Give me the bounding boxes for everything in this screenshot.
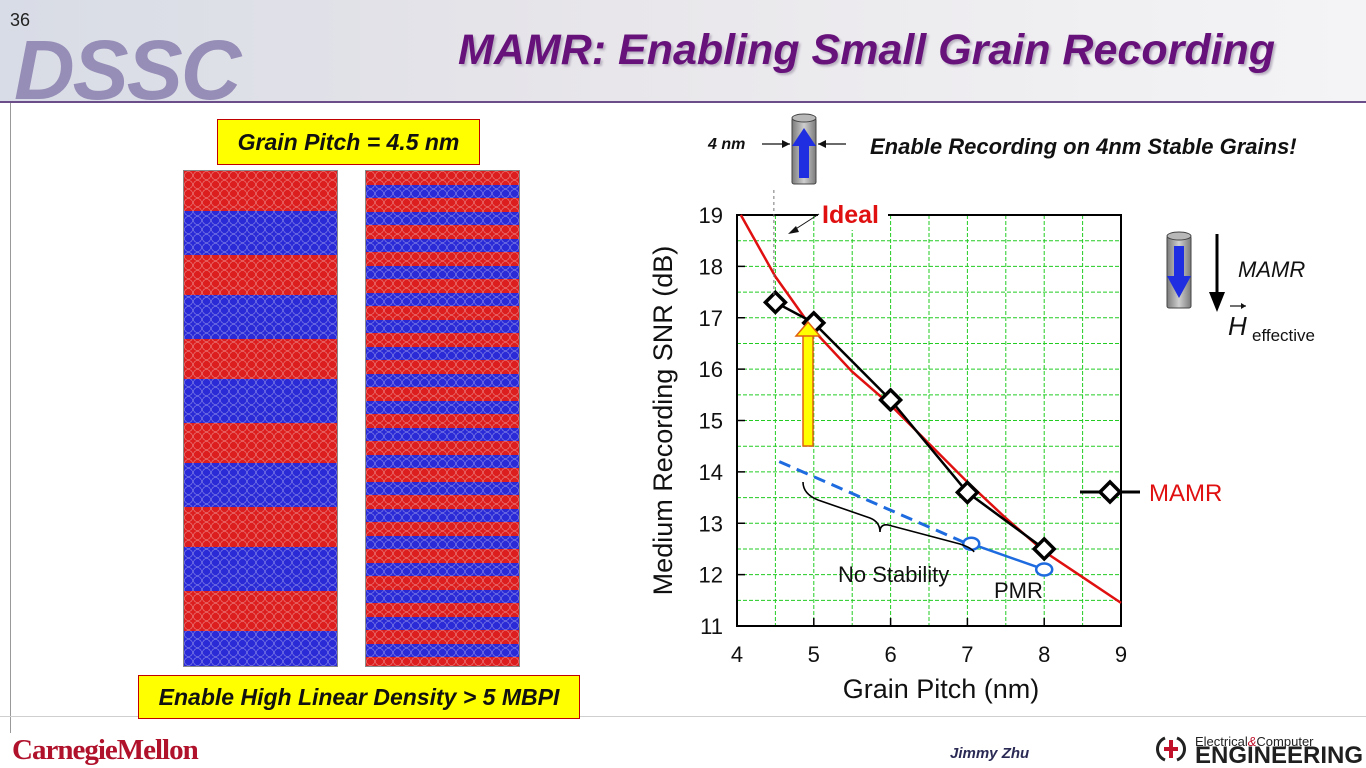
field-arrowhead-icon bbox=[1209, 292, 1225, 312]
snr-gain-arrowhead-icon bbox=[794, 320, 822, 337]
slide-header bbox=[0, 0, 1366, 102]
y-tick-label: 14 bbox=[699, 460, 723, 485]
field-cylinder-top bbox=[1166, 231, 1192, 241]
legend-mamr-marker bbox=[1097, 479, 1123, 505]
ideal-label: Ideal bbox=[822, 201, 879, 229]
pmr-extrapolation-line bbox=[778, 460, 969, 546]
ece-dept-line2: ENGINEERING bbox=[1195, 742, 1364, 768]
up-arrow-icon bbox=[792, 128, 816, 178]
field-subscript: effective bbox=[1252, 326, 1315, 345]
pmr-line bbox=[970, 542, 1045, 571]
field-symbol: H bbox=[1228, 311, 1247, 341]
vector-arrowhead-icon bbox=[1241, 303, 1246, 309]
y-tick-label: 18 bbox=[699, 254, 723, 279]
grain-size-label: 4 nm bbox=[707, 136, 745, 153]
y-axis-label: Medium Recording SNR (dB) bbox=[648, 246, 678, 596]
grain-simulation-right bbox=[365, 170, 520, 667]
grain-cylinder-top bbox=[791, 113, 817, 123]
footer-rule bbox=[0, 716, 1366, 717]
snr-chart: 4 5 6 7 8 9 11 12 13 14 15 16 17 18 19 Grain Pitch (nm)… bbox=[648, 190, 1222, 704]
snr-gain-arrow-shaft bbox=[802, 331, 814, 447]
y-tick-label: 15 bbox=[699, 409, 723, 434]
grain-simulation-left bbox=[183, 170, 338, 667]
pmr-point bbox=[1034, 562, 1054, 577]
pmr-point bbox=[961, 536, 981, 552]
no-stability-brace bbox=[802, 481, 975, 553]
left-margin-rule bbox=[10, 103, 11, 733]
field-mamr-label: MAMR bbox=[1238, 257, 1305, 282]
x-tick-label: 7 bbox=[961, 642, 973, 667]
cmu-logo: CarnegieMellon bbox=[12, 734, 199, 766]
x-axis-label: Grain Pitch (nm) bbox=[843, 674, 1040, 704]
header-divider bbox=[0, 101, 1366, 103]
field-diagram: MAMR H effective bbox=[1166, 231, 1315, 345]
x-tick-label: 9 bbox=[1115, 642, 1127, 667]
y-tick-label: 16 bbox=[699, 357, 723, 382]
y-tick-label: 17 bbox=[699, 306, 723, 331]
slide-number: 36 bbox=[10, 10, 31, 30]
y-tick-label: 13 bbox=[699, 511, 723, 536]
x-tick-label: 6 bbox=[884, 642, 896, 667]
ideal-curve bbox=[739, 214, 1122, 604]
mamr-point bbox=[1031, 536, 1057, 562]
grain-diagram: 4 nm Enable Recording on 4nm Stable Grai… bbox=[707, 113, 1297, 185]
ece-dept-line1: Electrical&Computer bbox=[1195, 734, 1314, 749]
dssc-logo: DSSC bbox=[14, 23, 241, 117]
slide-title: MAMR: Enabling Small Grain Recording bbox=[458, 26, 1276, 74]
mamr-point bbox=[878, 387, 904, 413]
author-name: Jimmy Zhu bbox=[950, 745, 1030, 762]
ideal-label-bg bbox=[818, 200, 888, 230]
width-arrowhead-left bbox=[782, 140, 790, 148]
width-arrowhead-right bbox=[818, 140, 826, 148]
pmr-label: PMR bbox=[994, 578, 1043, 603]
y-tick-label: 19 bbox=[699, 203, 723, 228]
x-tick-label: 8 bbox=[1038, 642, 1050, 667]
x-tick-label: 5 bbox=[808, 642, 820, 667]
grain-pitch-box: Grain Pitch = 4.5 nm bbox=[217, 119, 480, 165]
linear-density-box: Enable High Linear Density > 5 MBPI bbox=[138, 675, 580, 719]
x-tick-label: 4 bbox=[731, 642, 743, 667]
no-stability-label: No Stability bbox=[838, 562, 949, 587]
ideal-pointer-head-icon bbox=[788, 226, 799, 234]
down-arrow-icon bbox=[1167, 246, 1191, 298]
y-tick-label: 11 bbox=[700, 614, 723, 639]
ece-logo-icon bbox=[1156, 736, 1186, 762]
mamr-point bbox=[762, 289, 788, 315]
mamr-point bbox=[954, 479, 980, 505]
y-tick-label: 12 bbox=[699, 563, 723, 588]
legend-mamr-label: MAMR bbox=[1149, 480, 1222, 507]
headline-text: Enable Recording on 4nm Stable Grains! bbox=[870, 134, 1297, 159]
